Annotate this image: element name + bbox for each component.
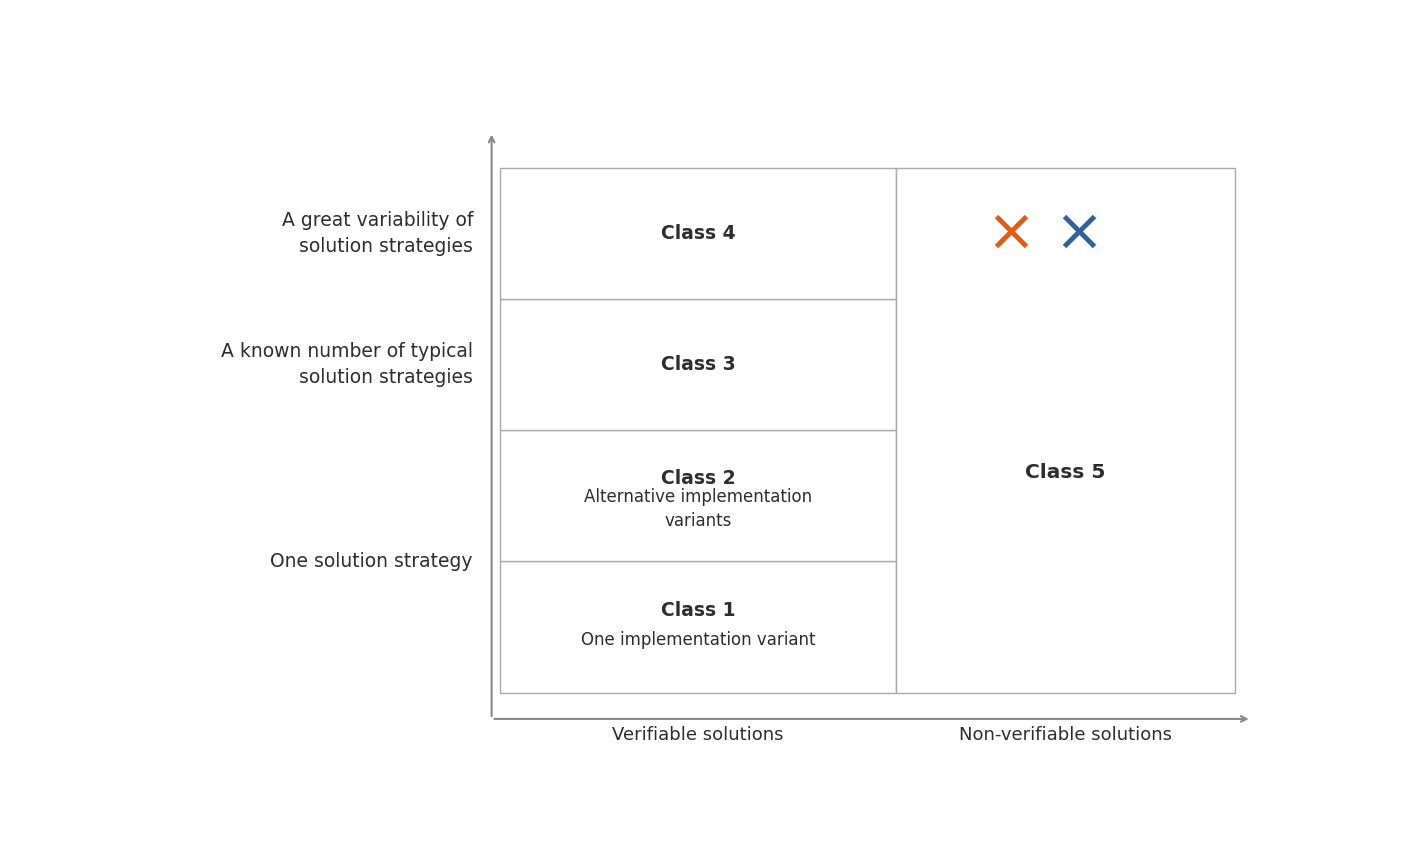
- Text: Non-verifiable solutions: Non-verifiable solutions: [959, 726, 1172, 745]
- Bar: [501, 168, 896, 299]
- Bar: [501, 430, 896, 561]
- Text: Class 3: Class 3: [661, 355, 736, 374]
- Text: One solution strategy: One solution strategy: [270, 552, 473, 571]
- Bar: [501, 561, 896, 693]
- Text: A known number of typical
solution strategies: A known number of typical solution strat…: [221, 342, 473, 388]
- Text: Class 5: Class 5: [1026, 463, 1105, 481]
- Bar: [501, 299, 896, 430]
- Text: Class 2: Class 2: [661, 469, 736, 488]
- Text: A great variability of
solution strategies: A great variability of solution strategi…: [282, 210, 473, 256]
- Text: One implementation variant: One implementation variant: [580, 631, 815, 649]
- Bar: [896, 168, 1235, 693]
- Text: Alternative implementation
variants: Alternative implementation variants: [584, 488, 812, 530]
- Text: Class 1: Class 1: [661, 601, 736, 619]
- Text: Class 4: Class 4: [661, 224, 736, 243]
- Text: Verifiable solutions: Verifiable solutions: [613, 726, 784, 745]
